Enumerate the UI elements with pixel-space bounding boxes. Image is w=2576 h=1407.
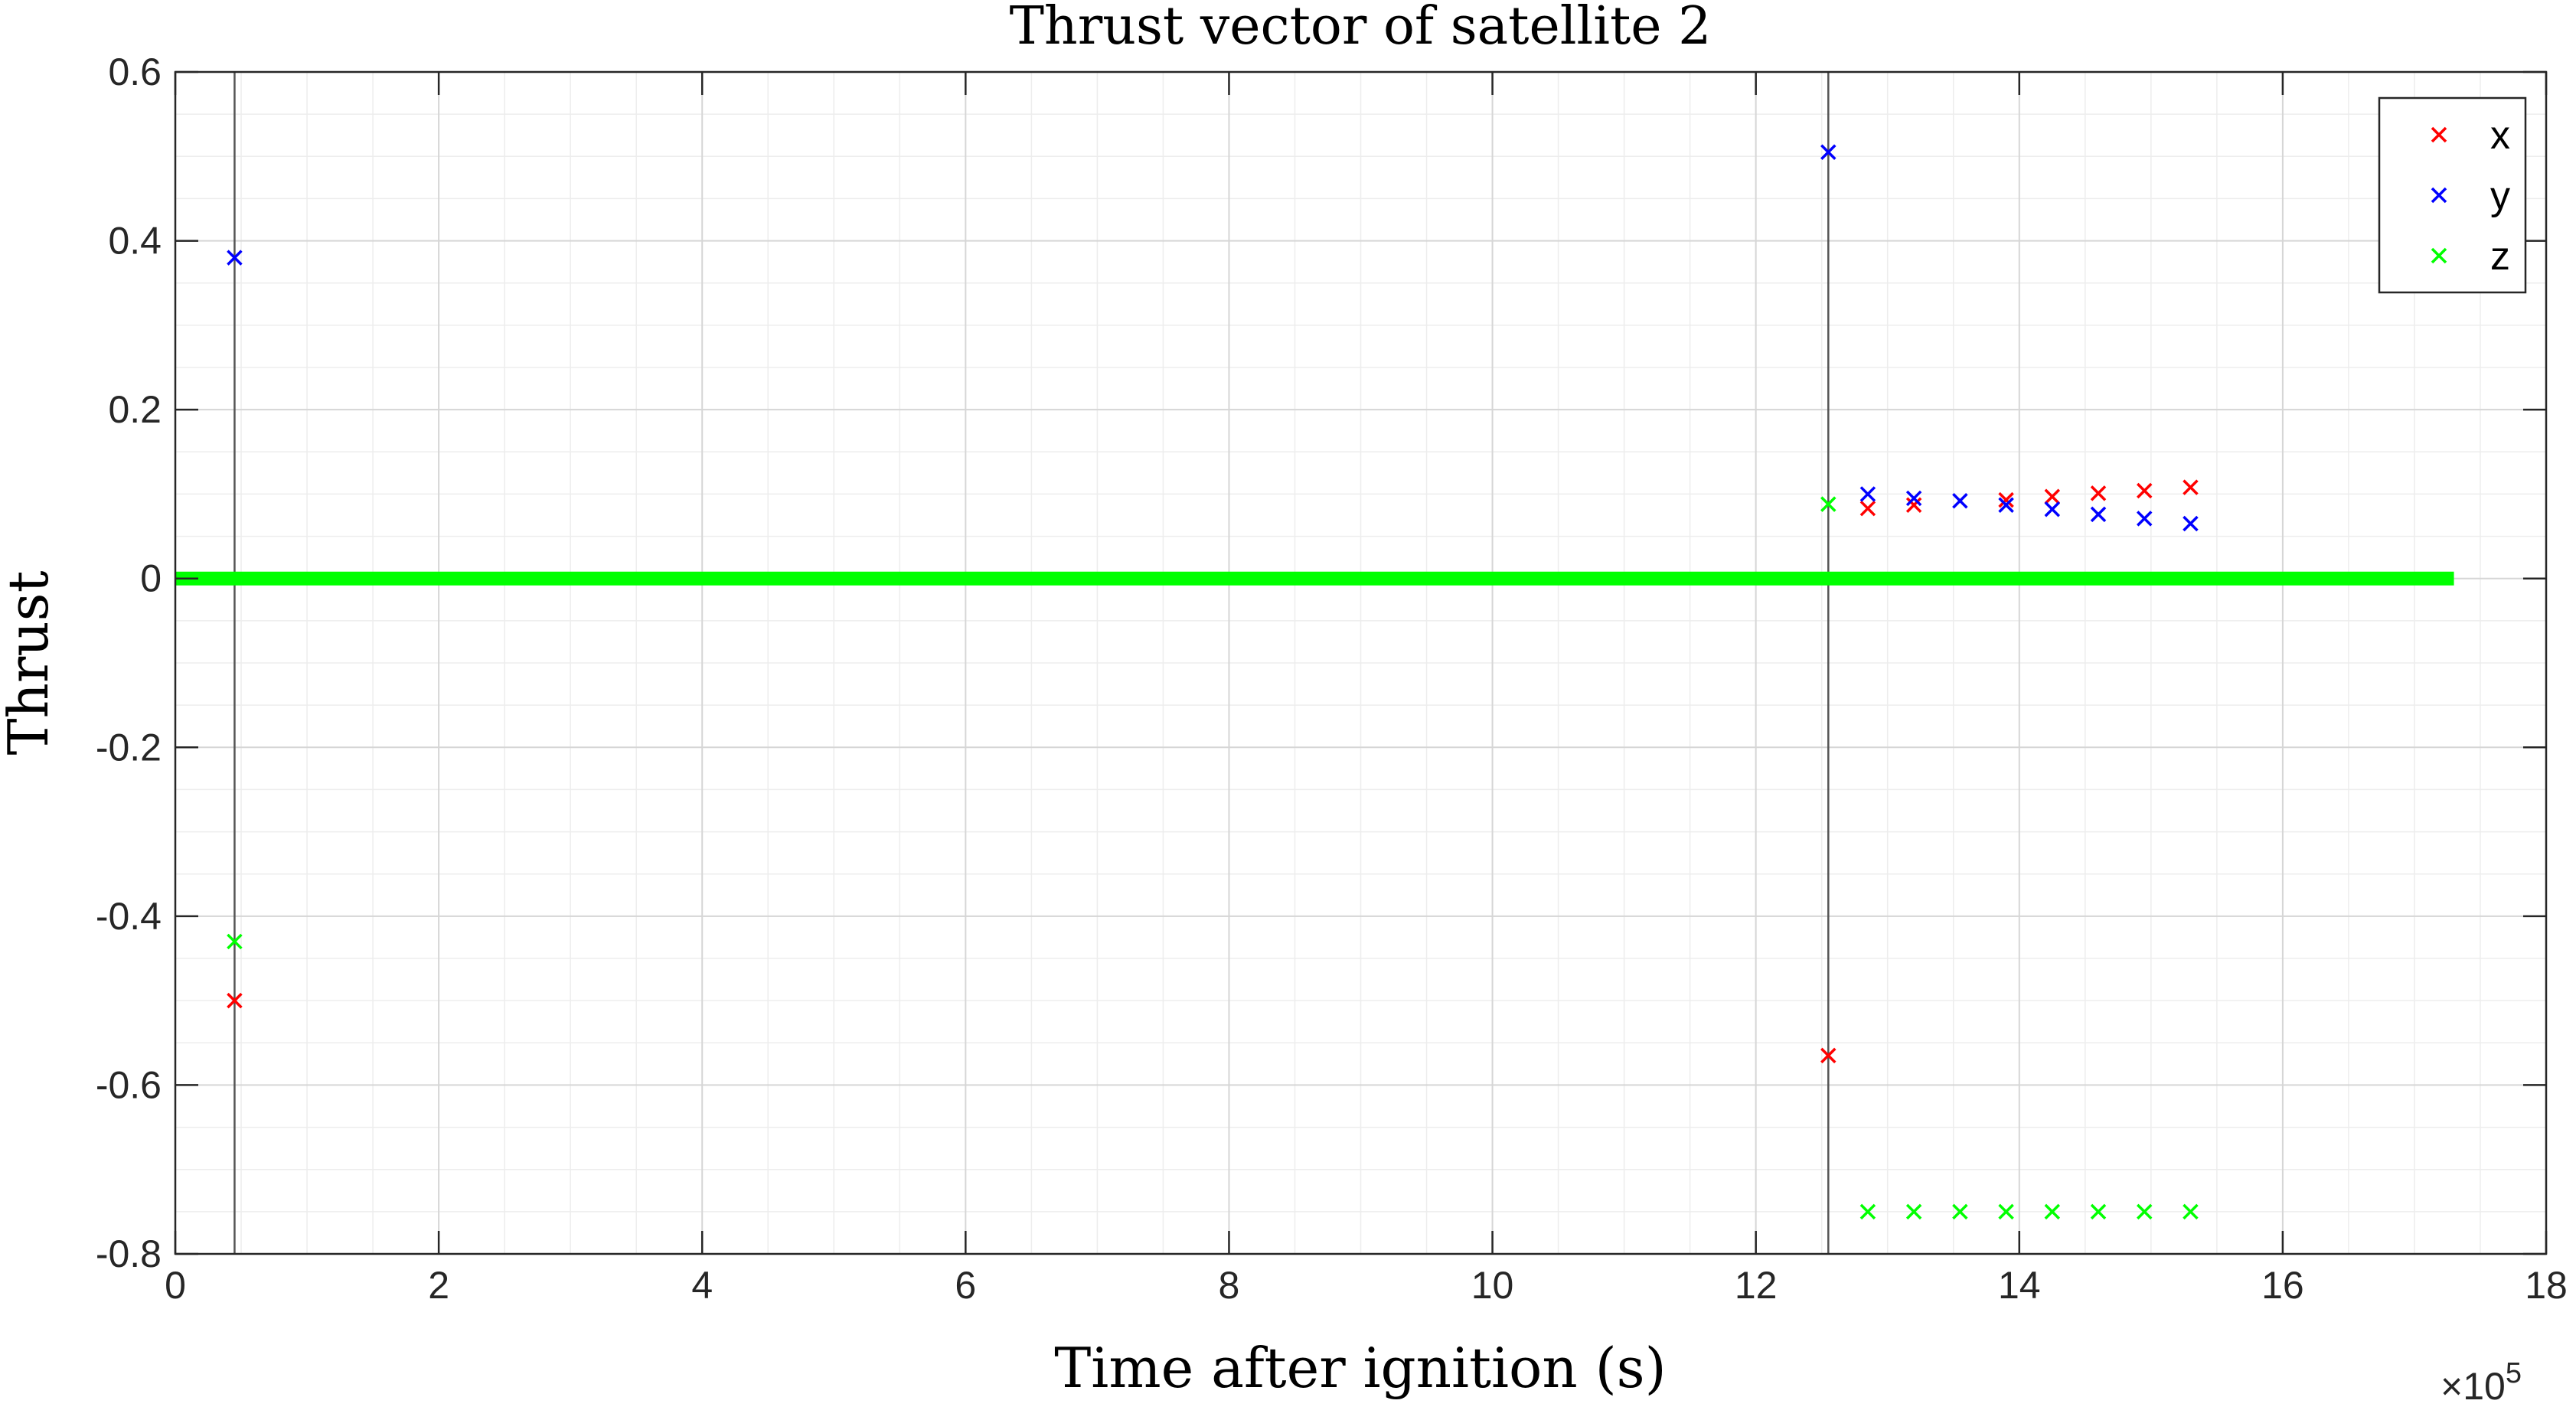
x-tick-label: 16 <box>2261 1264 2304 1307</box>
x-axis-multiplier-exponent: 5 <box>2506 1357 2522 1389</box>
marker-x <box>2136 482 2153 499</box>
legend-item-y: y <box>2431 174 2510 218</box>
legend-label: y <box>2490 174 2510 218</box>
legend-item-z: z <box>2431 234 2510 279</box>
marker-z <box>2044 1203 2061 1220</box>
x-tick-label: 14 <box>1998 1264 2041 1307</box>
y-tick-labels: -0.8 -0.6 -0.4 -0.2 0 0.2 0.4 0.6 <box>96 51 162 1275</box>
y-axis-label: Thrust <box>0 570 60 755</box>
marker-x <box>1820 1047 1837 1064</box>
plot-frame <box>174 70 2548 1255</box>
marker-x <box>2183 479 2199 495</box>
legend-label: z <box>2490 234 2510 279</box>
x-tick-label: 10 <box>1471 1264 1514 1307</box>
data-markers <box>227 144 2199 1220</box>
marker-x <box>1998 491 2014 508</box>
x-tick-label: 8 <box>1219 1264 1240 1307</box>
x-tick-label: 18 <box>2525 1264 2568 1307</box>
marker-y <box>1952 493 1968 509</box>
chart-title: Thrust vector of satellite 2 <box>1010 0 1712 57</box>
marker-y <box>2044 501 2061 517</box>
marker-y <box>2136 511 2153 527</box>
y-tick-label: -0.8 <box>96 1232 162 1275</box>
marker-z <box>1820 496 1837 512</box>
x-axis-multiplier-base: ×10 <box>2441 1365 2506 1407</box>
marker-z <box>2136 1203 2153 1220</box>
x-tick-labels: 0 2 4 6 8 10 12 14 16 18 <box>165 1264 2568 1307</box>
marker-z <box>1998 1203 2014 1220</box>
x-axis-multiplier: ×105 <box>2441 1357 2522 1407</box>
y-tick-label: 0.6 <box>108 51 162 93</box>
y-tick-label: -0.6 <box>96 1063 162 1106</box>
marker-z <box>1952 1203 1968 1220</box>
x-axis-label: Time after ignition (s) <box>1054 1336 1666 1400</box>
legend-label: x <box>2490 113 2510 158</box>
marker-x <box>1859 500 1876 517</box>
x-tick-label: 4 <box>691 1264 713 1307</box>
legend-box <box>2378 96 2527 294</box>
marker-x <box>227 992 243 1009</box>
y-tick-label: -0.2 <box>96 726 162 769</box>
marker-x <box>1905 497 1922 514</box>
marker-x <box>2090 485 2107 501</box>
marker-y <box>1998 497 2014 514</box>
legend-item-x: x <box>2431 113 2510 158</box>
marker-z <box>2183 1203 2199 1220</box>
legend: xyz <box>2378 96 2527 294</box>
marker-z <box>1905 1203 1922 1220</box>
marker-y <box>1859 486 1876 502</box>
marker-y <box>1820 144 1837 161</box>
x-tick-label: 6 <box>955 1264 976 1307</box>
marker-z <box>2090 1203 2107 1220</box>
marker-x <box>2044 488 2061 504</box>
y-tick-label: 0 <box>140 557 162 600</box>
marker-y <box>2183 515 2199 532</box>
x-tick-label: 0 <box>165 1264 186 1307</box>
marker-z <box>1859 1203 1876 1220</box>
y-tick-label: 0.2 <box>108 388 162 431</box>
marker-y <box>1905 490 1922 507</box>
x-tick-label: 12 <box>1735 1264 1778 1307</box>
marker-z <box>227 933 243 950</box>
marker-y <box>227 250 243 266</box>
y-tick-label: 0.4 <box>108 220 162 263</box>
x-tick-label: 2 <box>428 1264 449 1307</box>
y-tick-label: -0.4 <box>96 895 162 938</box>
axis-ticks <box>174 70 2548 1255</box>
marker-y <box>2090 506 2107 523</box>
